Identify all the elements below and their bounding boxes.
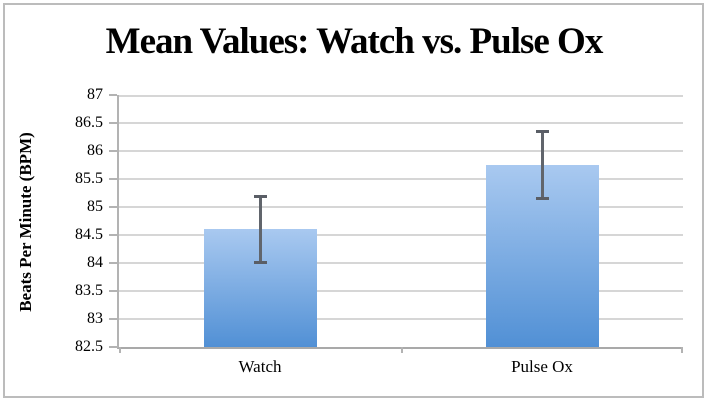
- plot-area: 87 86.5 86 85.5 85 84.5 84 83.5 83 82.5 Watch Pulse…: [75, 87, 683, 376]
- y-axis-tick: [109, 346, 117, 348]
- error-bar-cap-top-watch: [253, 194, 267, 198]
- chart-title: Mean Values: Watch vs. Pulse Ox: [105, 21, 604, 62]
- x-label-pulse-ox: Pulse Ox: [511, 357, 573, 376]
- y-axis-tick: [109, 234, 117, 236]
- y-tick-label: 83.5: [75, 282, 103, 299]
- y-axis-tick: [109, 150, 117, 152]
- x-axis-tick: [401, 347, 403, 353]
- y-axis-tick: [109, 262, 117, 264]
- error-bar-pulse-ox: [540, 131, 544, 199]
- gridline: [119, 178, 683, 180]
- error-bar-cap-bottom-watch: [253, 261, 267, 264]
- x-label-watch: Watch: [238, 357, 282, 376]
- y-tick-label: 82.5: [75, 338, 103, 355]
- y-tick-label: 84: [87, 254, 103, 271]
- gridline: [119, 122, 683, 124]
- y-tick-label: 86.5: [75, 114, 103, 131]
- x-axis-tick: [681, 347, 683, 353]
- y-tick-label: 84.5: [75, 226, 103, 243]
- y-tick-label: 83: [87, 310, 103, 327]
- gridline: [119, 150, 683, 152]
- y-axis-tick: [109, 122, 117, 124]
- gridline: [119, 318, 683, 320]
- y-tick-label: 86: [87, 142, 103, 159]
- x-axis-tick: [119, 347, 121, 353]
- y-axis-tick: [109, 318, 117, 320]
- gridline: [119, 95, 683, 97]
- error-bar-cap-bottom-pulse-ox: [535, 196, 549, 200]
- gridline: [119, 206, 683, 208]
- y-tick-label: 85: [87, 198, 103, 215]
- y-axis-label: Beats Per Minute (BPM): [16, 132, 35, 312]
- y-axis-tick: [109, 178, 117, 180]
- error-bar-watch: [258, 195, 262, 263]
- gridline: [119, 290, 683, 292]
- y-axis-tick: [109, 94, 117, 96]
- y-axis-tick: [109, 290, 117, 292]
- y-tick-label: 85.5: [75, 170, 103, 187]
- y-axis-tick: [109, 206, 117, 208]
- error-bar-cap-top-pulse-ox: [535, 130, 549, 134]
- gridline: [119, 234, 683, 236]
- gridline: [119, 262, 683, 264]
- y-tick-label: 87: [87, 86, 103, 103]
